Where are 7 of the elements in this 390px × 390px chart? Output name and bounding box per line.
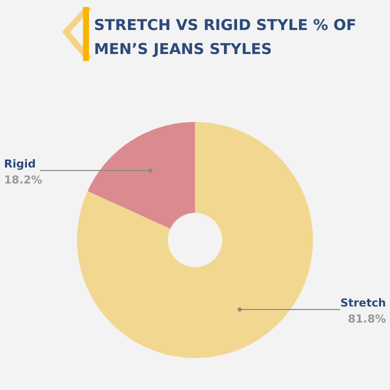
slice-label: Stretch [340,296,386,310]
chart-title: STRETCH VS RIGID STYLE % OF MEN’S JEANS STYLES [94,16,356,58]
data-label: 18.2% [4,174,42,187]
donut-slice [77,122,313,358]
slice-label: Rigid [4,158,36,171]
data-label: 81.8% [348,312,386,326]
donut-slice [88,122,195,229]
